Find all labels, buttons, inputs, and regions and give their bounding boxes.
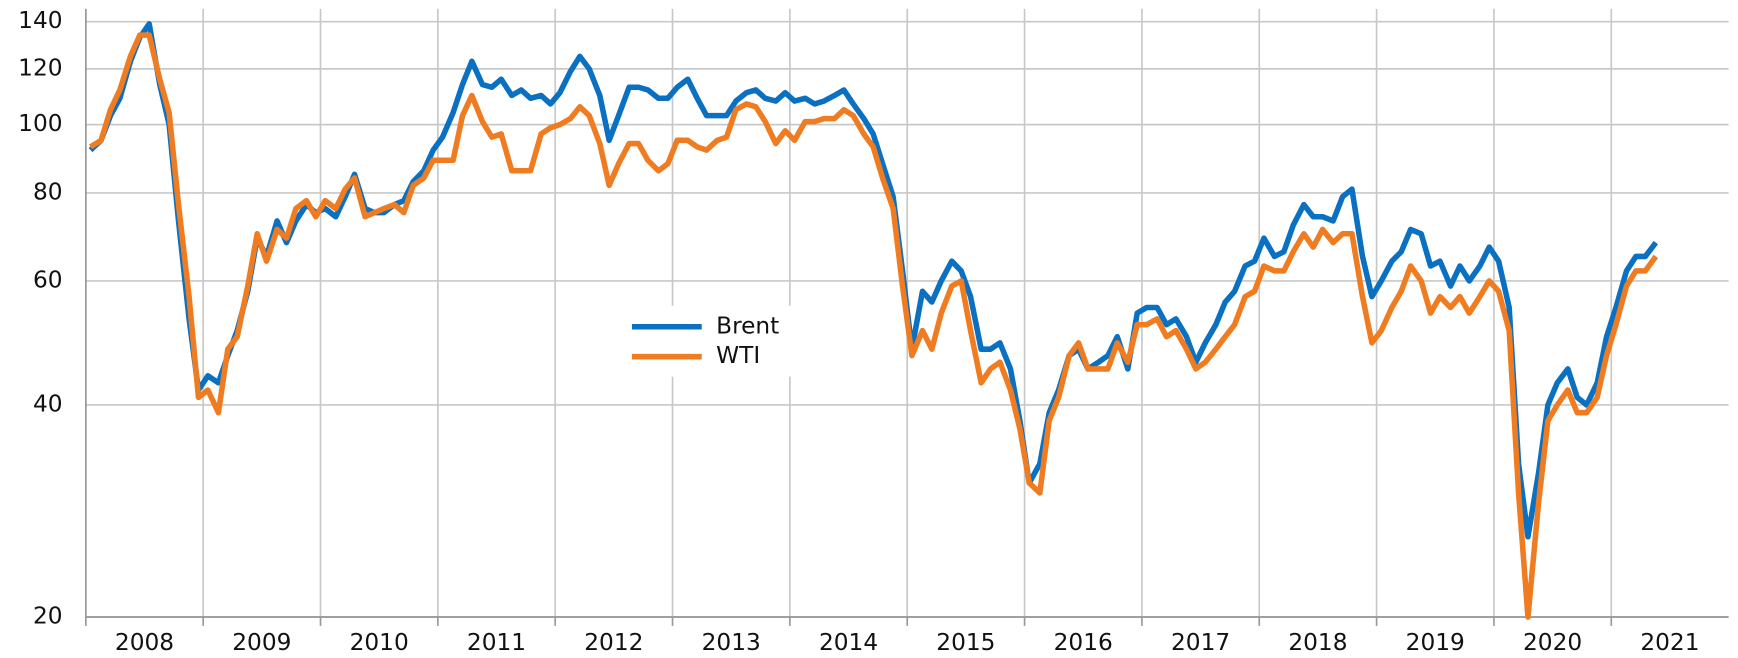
x-tick-label: 2017 <box>1171 629 1230 656</box>
legend: Brent WTI <box>620 305 799 377</box>
y-tick-label: 100 <box>18 110 62 137</box>
line-wti <box>89 32 1659 620</box>
y-tick-label: 40 <box>33 390 63 417</box>
x-tick-label: 2019 <box>1406 629 1465 656</box>
x-tick-label: 2012 <box>584 629 643 656</box>
y-tick-label: 60 <box>33 266 63 293</box>
x-tick-label: 2010 <box>350 629 409 656</box>
x-tick-label: 2020 <box>1523 629 1582 656</box>
x-tick-label: 2016 <box>1054 629 1113 656</box>
x-tick-label: 2008 <box>115 629 174 656</box>
legend-background <box>620 305 799 377</box>
y-tick-label: 80 <box>33 178 63 205</box>
x-tick-label: 2018 <box>1288 629 1347 656</box>
y-tick-label: 120 <box>18 54 62 81</box>
x-tick-label: 2011 <box>467 629 526 656</box>
x-tick-label: 2021 <box>1640 629 1699 656</box>
x-tick-label: 2009 <box>232 629 291 656</box>
x-tick-label: 2014 <box>819 629 878 656</box>
y-tick-label: 20 <box>33 603 63 630</box>
legend-label: Brent <box>716 312 779 339</box>
y-tick-label: 140 <box>18 7 62 34</box>
legend-label: WTI <box>716 342 760 369</box>
x-tick-label: 2013 <box>702 629 761 656</box>
x-tick-label: 2015 <box>936 629 995 656</box>
